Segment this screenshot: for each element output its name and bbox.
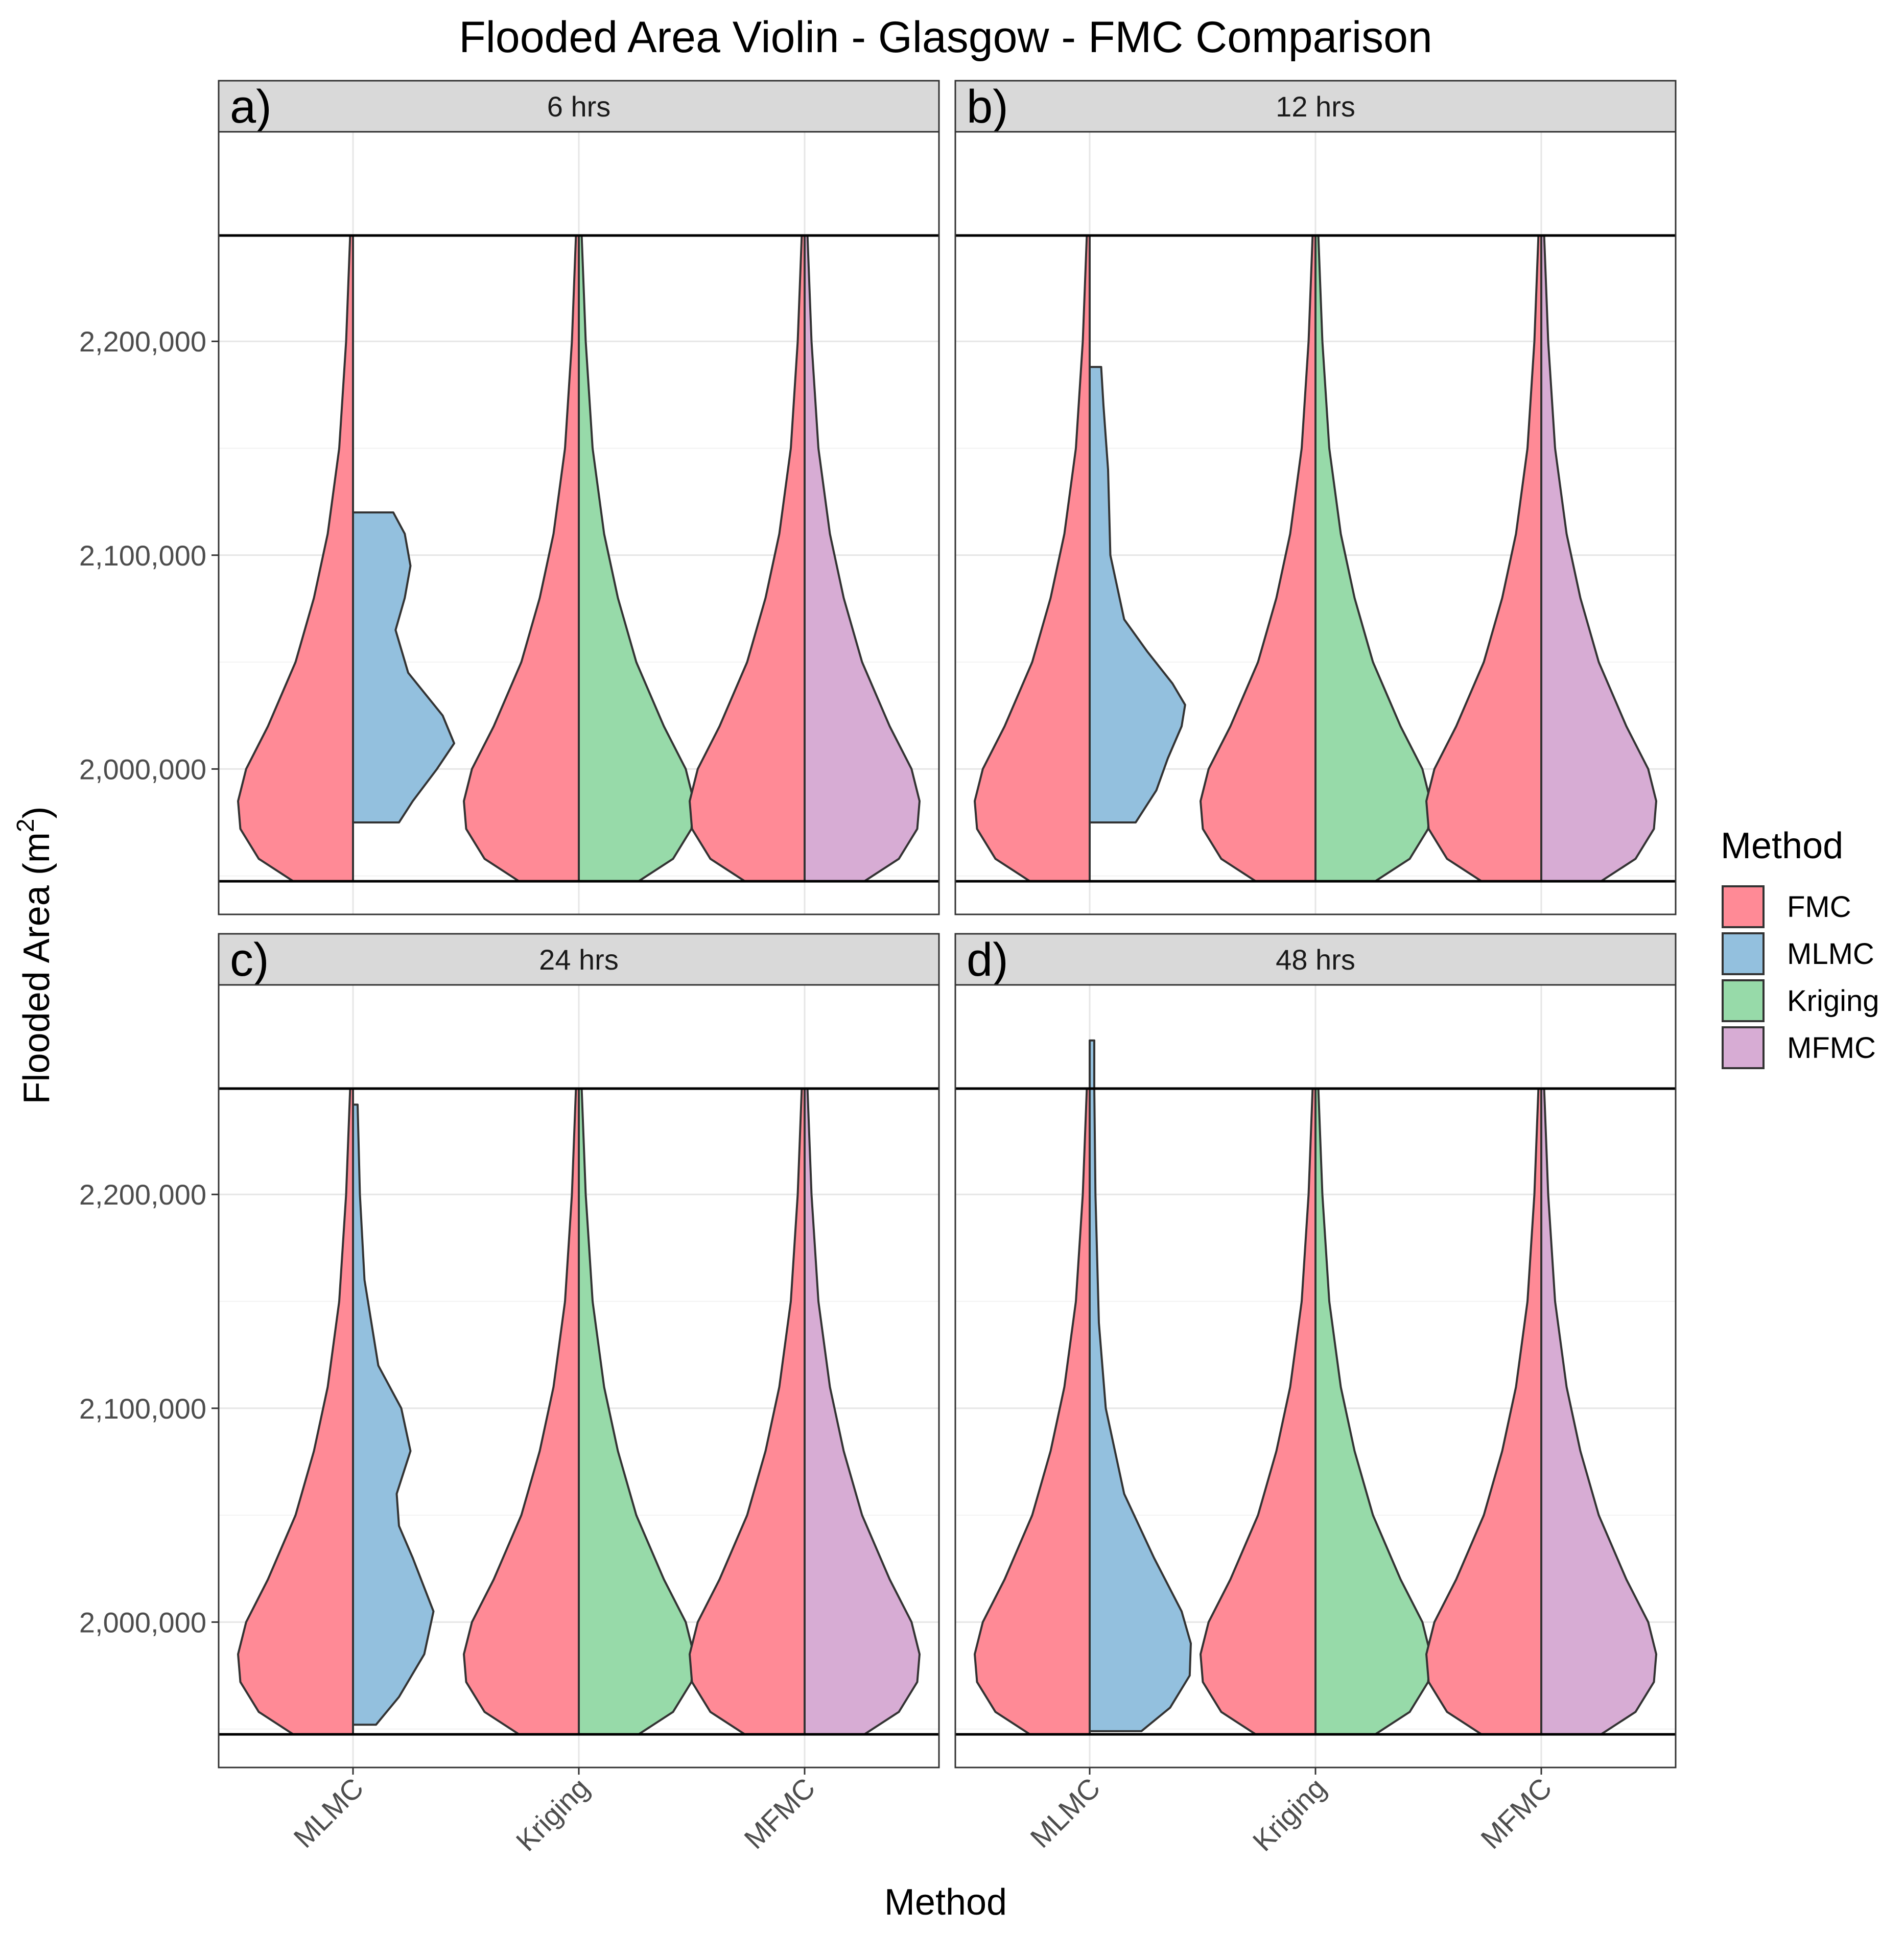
panel-b: 12 hrs b) (954, 80, 1677, 915)
x-tick-label: MLMC (287, 1772, 369, 1854)
violin-half-fmc (974, 234, 1091, 883)
violin-mlmc (237, 1088, 435, 1736)
legend: Method FMC MLMC Kriging MFMC (1721, 826, 1879, 1069)
violin-half-fmc (463, 234, 580, 883)
violin-half-fmc (237, 1088, 354, 1736)
x-axis-title: Method (884, 1882, 1007, 1923)
x-tick-label: MFMC (738, 1772, 821, 1855)
violin-half-kriging (578, 234, 695, 883)
violin-kriging (1200, 1088, 1431, 1736)
panels: 6 hrs a) 2,000,000 2,100,000 2,200,000 12 hrs… (79, 80, 1677, 1857)
strip-background (954, 80, 1677, 133)
violin-mfmc (1425, 234, 1657, 883)
legend-label-fmc: FMC (1787, 890, 1851, 924)
panel-c: 24 hrs c) 2,000,000 2,100,000 2,200,000 MLMC K… (79, 933, 940, 1857)
legend-label-kriging: Kriging (1787, 984, 1879, 1018)
violin-mlmc (974, 234, 1186, 883)
strip-background (218, 80, 940, 133)
strip-label: 48 hrs (1276, 944, 1355, 976)
x-tick-label: MLMC (1024, 1772, 1106, 1854)
y-tick-label: 2,000,000 (79, 753, 206, 785)
violin-half-kriging (578, 1088, 695, 1736)
y-axis-title: Flooded Area (m2) (12, 807, 57, 1104)
violin-half-mfmc (804, 234, 921, 883)
panel-border (218, 131, 940, 915)
violin-mfmc (689, 234, 921, 883)
violin-half-mfmc (804, 1088, 921, 1736)
y-axis-label: Flooded Area (m2) (12, 807, 57, 1104)
violin-half-fmc (1200, 1088, 1317, 1736)
violin-half-kriging (1314, 1088, 1431, 1736)
violin-mfmc (1425, 1088, 1657, 1736)
panel-d: 48 hrs d) MLMC Kriging MFMC (954, 933, 1677, 1857)
y-tick-label: 2,100,000 (79, 1393, 206, 1425)
strip-label: 12 hrs (1276, 90, 1355, 123)
violin-half-fmc (1425, 234, 1542, 883)
x-tick-label: Kriging (510, 1772, 596, 1857)
violin-kriging (463, 234, 695, 883)
legend-key-mfmc (1722, 1026, 1765, 1069)
violin-half-fmc (689, 234, 806, 883)
x-tick-label: Kriging (1247, 1772, 1332, 1857)
violin-half-fmc (974, 1088, 1091, 1736)
violin-half-kriging (1314, 234, 1431, 883)
y-axis-label-main: Flooded Area (m (16, 832, 57, 1104)
violin-half-fmc (463, 1088, 580, 1736)
legend-key-kriging (1722, 979, 1765, 1022)
strip-label: 6 hrs (547, 90, 611, 123)
y-axis-label-close: ) (16, 807, 57, 819)
strip-background (218, 933, 940, 986)
chart-title: Flooded Area Violin - Glasgow - FMC Comp… (459, 13, 1432, 62)
violin-half-mlmc (352, 511, 455, 824)
violin-half-mfmc (1540, 1088, 1657, 1736)
violin-mfmc (689, 1088, 921, 1736)
y-tick-label: 2,200,000 (79, 325, 206, 358)
y-tick-label: 2,000,000 (79, 1606, 206, 1638)
strip-background (954, 933, 1677, 986)
violin-kriging (1200, 234, 1431, 883)
x-tick-label: MFMC (1474, 1772, 1558, 1855)
violin-half-fmc (689, 1088, 806, 1736)
panel-tag: a) (230, 81, 272, 133)
violin-kriging (463, 1088, 695, 1736)
violin-half-fmc (1425, 1088, 1542, 1736)
violin-mlmc (237, 234, 455, 883)
legend-key-fmc (1722, 885, 1765, 928)
legend-label-mlmc: MLMC (1787, 937, 1874, 971)
y-tick-label: 2,200,000 (79, 1178, 206, 1211)
y-tick-label: 2,100,000 (79, 539, 206, 572)
legend-key-mlmc (1722, 932, 1765, 975)
violin-half-mlmc (1089, 1039, 1192, 1732)
violin-half-mfmc (1540, 234, 1657, 883)
legend-label-mfmc: MFMC (1787, 1031, 1876, 1065)
violin-mlmc (974, 1039, 1192, 1736)
violin-half-mlmc (352, 1103, 435, 1726)
panel-border (954, 131, 1677, 915)
panel-tag: b) (967, 81, 1008, 133)
violin-half-fmc (237, 234, 354, 883)
panel-tag: d) (967, 934, 1008, 986)
panel-tag: c) (230, 934, 269, 986)
panel-a: 6 hrs a) 2,000,000 2,100,000 2,200,000 (79, 80, 940, 915)
violin-half-mlmc (1089, 366, 1186, 824)
y-axis-label-superscript: 2 (12, 819, 39, 833)
violin-half-fmc (1200, 234, 1317, 883)
strip-label: 24 hrs (539, 944, 619, 976)
legend-title: Method (1721, 826, 1843, 866)
